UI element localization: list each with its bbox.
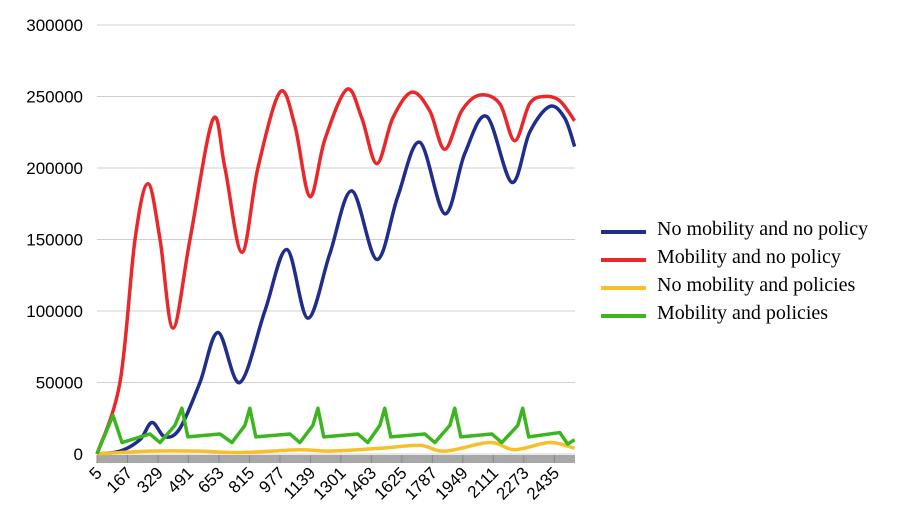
x-tick-label: 5 [86,463,106,483]
x-tick-label: 1949 [431,463,471,503]
series-line [95,87,577,455]
x-tick-label: 1301 [310,463,350,503]
x-tick-label: 2435 [523,463,563,503]
x-tick-label: 815 [225,463,258,496]
y-tick-label: 150000 [26,231,83,250]
x-tick-label: 2273 [492,463,532,503]
series-line [96,440,576,456]
x-tick-label: 1787 [401,463,441,503]
legend-label: Mobility and policies [657,302,828,324]
x-tick-label: 1139 [280,463,319,502]
x-axis [97,455,575,463]
y-tick-label: 300000 [26,16,83,35]
y-tick-label: 0 [74,445,83,464]
series-line [95,406,576,455]
legend-label: No mobility and policies [657,274,856,296]
x-tick-label: 653 [194,463,227,496]
legend-label: No mobility and no policy [657,218,868,240]
y-tick-label: 50000 [36,374,83,393]
x-tick-label: 1625 [371,463,411,503]
series-line [96,104,577,456]
x-tick-label: 1463 [340,463,380,503]
x-tick-label: 2111 [464,463,502,501]
x-tick-label: 329 [133,463,166,496]
legend-label: Mobility and no policy [657,246,841,268]
y-tick-label: 100000 [26,302,83,321]
x-tick-label: 167 [103,463,136,496]
y-tick-label: 250000 [26,88,83,107]
x-tick-label: 491 [164,463,197,496]
y-tick-label: 200000 [26,159,83,178]
